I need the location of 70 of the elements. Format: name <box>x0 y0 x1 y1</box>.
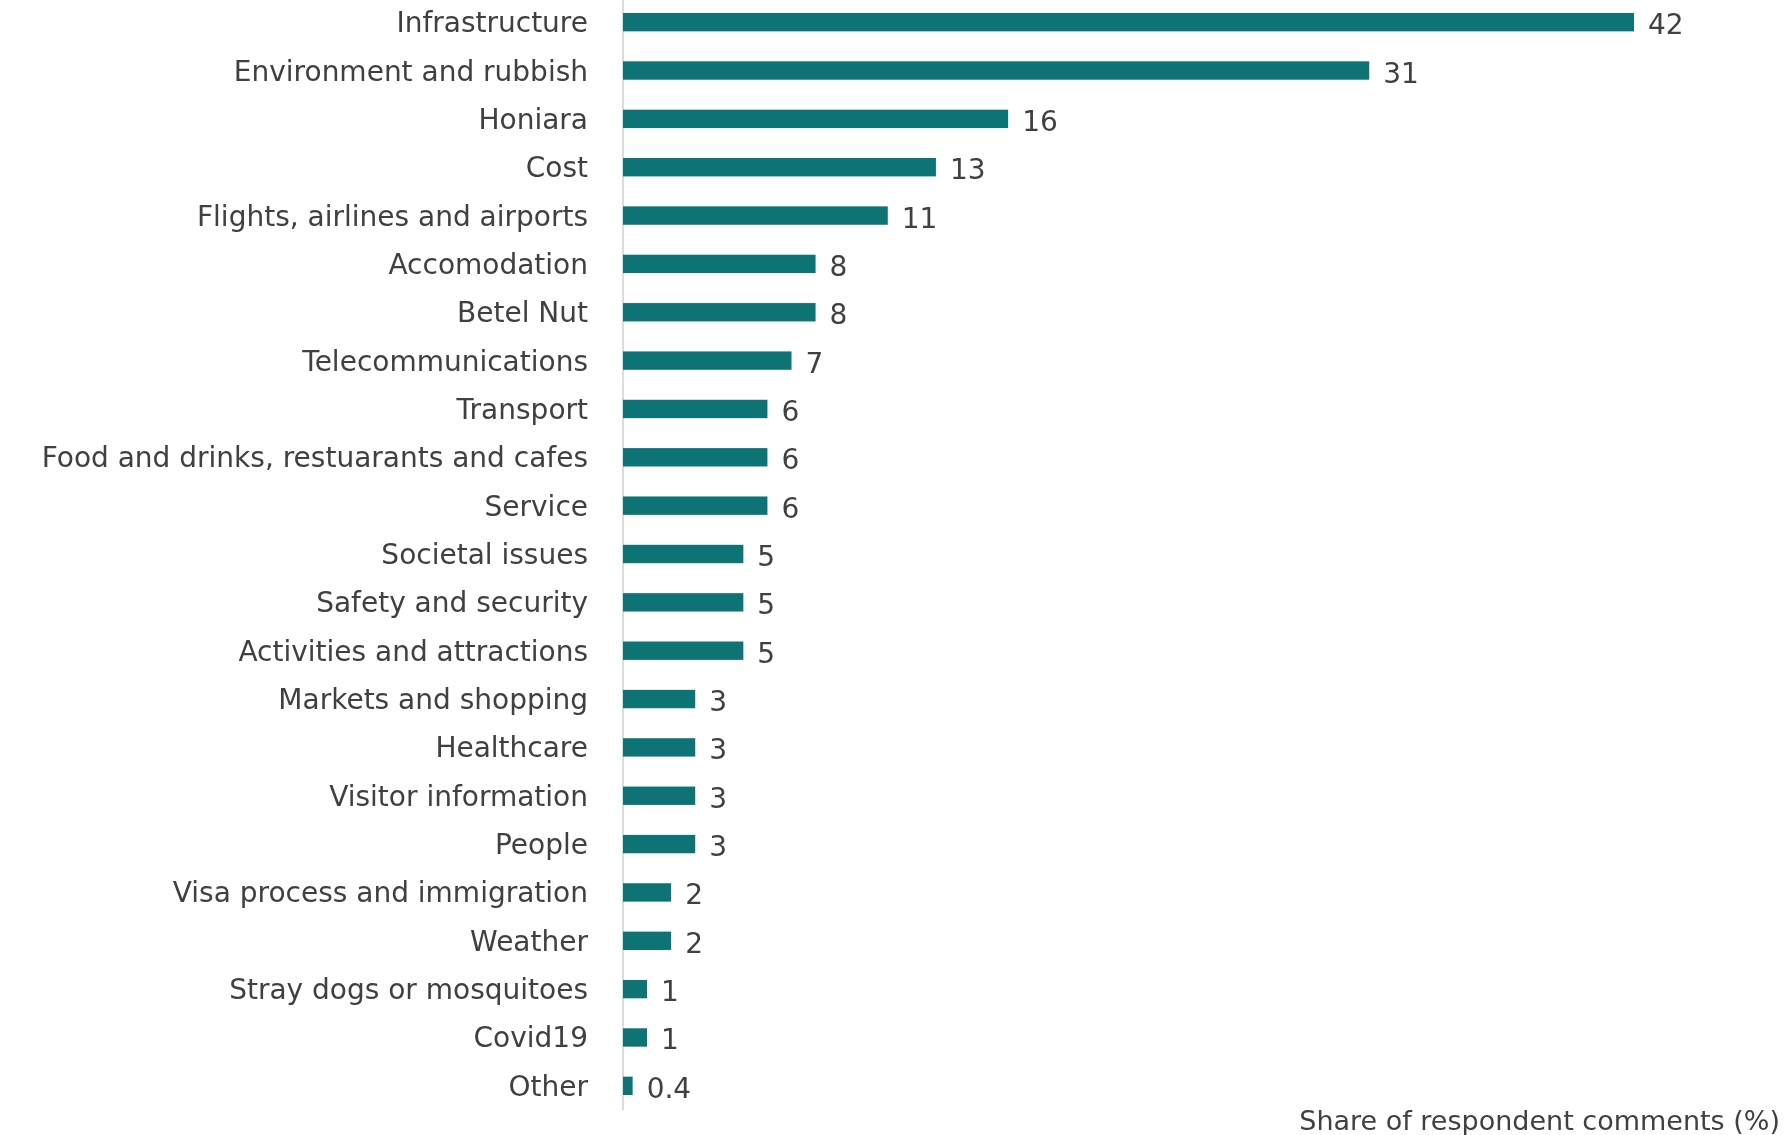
y-tick-label: Betel Nut <box>457 296 589 330</box>
data-label: 1 <box>661 1023 679 1057</box>
data-label: 1 <box>661 975 679 1009</box>
bar <box>623 351 792 370</box>
data-label: 5 <box>757 540 776 573</box>
bar <box>623 593 744 612</box>
y-tick-label: Visa process and immigration <box>172 876 588 910</box>
data-label: 31 <box>1383 56 1419 90</box>
data-label: 5 <box>757 588 776 622</box>
bar <box>623 979 648 999</box>
x-axis-title: Share of respondent comments (%) <box>1299 1104 1780 1135</box>
data-label: 11 <box>901 201 938 235</box>
bar <box>623 254 816 274</box>
y-tick-label: Societal issues <box>381 538 588 571</box>
data-label: 3 <box>709 830 728 864</box>
y-tick-label: Service <box>484 489 588 523</box>
bar <box>623 931 672 950</box>
y-tick-label: Other <box>508 1069 589 1103</box>
y-tick-label: Activities and attractions <box>238 634 588 668</box>
data-label: 3 <box>709 733 728 767</box>
data-label: 42 <box>1648 8 1684 42</box>
data-label: 6 <box>781 491 800 525</box>
bar <box>623 786 696 805</box>
data-label: 6 <box>781 394 800 428</box>
y-tick-label: Environment and rubbish <box>233 54 588 88</box>
bar <box>623 1076 633 1096</box>
y-tick-label: Food and drinks, restuarants and cafes <box>41 441 588 475</box>
y-tick-label: Healthcare <box>435 731 588 765</box>
bar <box>623 1028 648 1047</box>
data-label: 3 <box>709 685 728 719</box>
data-label: 7 <box>805 346 824 380</box>
bar <box>623 158 936 177</box>
y-tick-label: Weather <box>470 924 589 958</box>
y-tick-label: Accomodation <box>388 247 588 281</box>
data-label: 8 <box>829 298 848 332</box>
y-tick-label: Infrastructure <box>396 6 588 40</box>
bar <box>623 303 816 322</box>
bar <box>623 834 696 854</box>
y-tick-label: Telecommunications <box>301 344 588 378</box>
bar <box>623 738 696 757</box>
bar <box>623 61 1370 80</box>
bar <box>623 544 744 564</box>
bar <box>623 12 1634 32</box>
bar <box>623 109 1009 129</box>
data-label: 0.4 <box>646 1071 692 1105</box>
data-label: 6 <box>781 443 800 477</box>
y-tick-label: Markets and shopping <box>278 683 588 717</box>
y-tick-label: Flights, airlines and airports <box>196 199 588 233</box>
bar <box>623 448 768 467</box>
data-label: 16 <box>1022 104 1058 138</box>
data-label: 3 <box>709 781 728 815</box>
bar <box>623 496 768 515</box>
y-tick-label: Visitor information <box>329 779 588 813</box>
y-tick-label: Honiara <box>478 102 588 136</box>
data-label: 5 <box>757 636 776 670</box>
y-tick-label: Safety and security <box>316 586 588 620</box>
y-tick-label: Cost <box>525 151 589 185</box>
bar <box>623 689 696 709</box>
y-tick-label: People <box>494 828 588 862</box>
y-tick-label: Transport <box>455 392 589 426</box>
data-label: 8 <box>829 249 848 283</box>
data-label: 2 <box>685 926 703 960</box>
y-tick-label: Covid19 <box>473 1021 588 1055</box>
bar <box>623 399 768 419</box>
data-label: 13 <box>949 153 986 187</box>
bar <box>623 883 672 902</box>
bar <box>623 641 744 660</box>
bar <box>623 206 888 225</box>
y-tick-label: Stray dogs or mosquitoes <box>229 973 588 1007</box>
data-label: 2 <box>685 878 703 912</box>
